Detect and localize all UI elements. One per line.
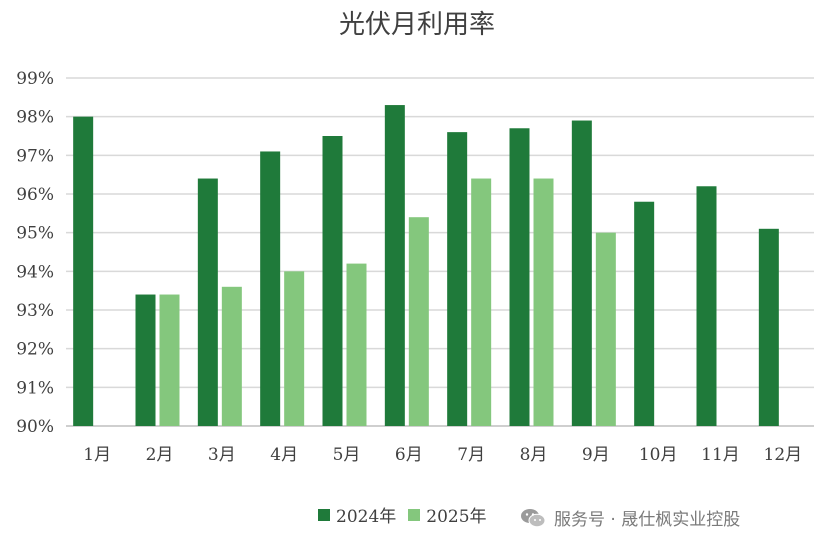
x-tick-label: 6月 — [395, 445, 423, 465]
x-tick-label: 11月 — [701, 445, 740, 465]
bars — [73, 105, 779, 427]
bar-2024年-4月 — [260, 151, 281, 426]
y-tick-label: 97% — [16, 146, 54, 166]
x-tick-label: 10月 — [639, 445, 678, 465]
bar-2025年-6月 — [408, 217, 429, 426]
x-axis-ticks: 1月 2月 3月 4月 5月 6月 7月 8月 9月 10月 11月 12月 — [83, 445, 802, 465]
y-axis-ticks: 90% 91% 92% 93% 94% 95% 96% 97% 98% 99% — [16, 69, 54, 437]
x-tick-label: 5月 — [333, 445, 361, 465]
y-tick-label: 95% — [16, 224, 54, 244]
legend: 2024年 2025年 — [318, 502, 499, 527]
x-tick-label: 2月 — [146, 445, 174, 465]
bar-2024年-5月 — [322, 136, 343, 426]
x-tick-label: 3月 — [208, 445, 236, 465]
bar-2024年-11月 — [696, 186, 717, 426]
y-tick-label: 98% — [16, 108, 54, 128]
grid-lines — [66, 77, 814, 427]
bar-2024年-1月 — [73, 116, 94, 427]
chart-title: 光伏月利用率 — [338, 10, 495, 40]
bar-2024年-10月 — [634, 201, 655, 426]
x-tick-label: 12月 — [764, 445, 803, 465]
legend-item-2024: 2024年 — [318, 502, 396, 527]
bar-2025年-8月 — [533, 178, 554, 426]
y-tick-label: 91% — [16, 378, 54, 398]
bar-2024年-8月 — [509, 128, 530, 426]
y-tick-label: 92% — [16, 340, 54, 360]
bar-2025年-3月 — [221, 286, 242, 426]
watermark-text: 服务号 · 晟仕枫实业控股 — [554, 510, 741, 530]
bar-2024年-6月 — [384, 105, 405, 427]
y-tick-label: 93% — [16, 301, 54, 321]
bar-2025年-9月 — [595, 232, 616, 426]
y-tick-label: 99% — [16, 69, 54, 89]
bar-2024年-3月 — [197, 178, 218, 426]
legend-label-2025: 2025年 — [426, 507, 487, 527]
bar-2024年-2月 — [135, 294, 156, 426]
bar-2024年-12月 — [758, 228, 779, 426]
wechat-icon — [521, 508, 546, 527]
x-tick-label: 1月 — [83, 445, 111, 465]
bar-2024年-7月 — [447, 132, 468, 426]
x-tick-label: 8月 — [520, 445, 548, 465]
legend-label-2024: 2024年 — [336, 507, 397, 527]
x-tick-label: 7月 — [457, 445, 485, 465]
x-tick-label: 9月 — [582, 445, 610, 465]
y-tick-label: 96% — [16, 185, 54, 205]
bar-2025年-4月 — [284, 271, 305, 426]
x-tick-label: 4月 — [270, 445, 298, 465]
bar-2025年-7月 — [471, 178, 492, 426]
legend-swatch-2025 — [408, 508, 421, 521]
bar-2025年-2月 — [159, 294, 180, 426]
y-tick-label: 90% — [16, 417, 54, 437]
watermark: 服务号 · 晟仕枫实业控股 — [520, 505, 740, 530]
legend-swatch-2024 — [318, 508, 330, 521]
y-tick-label: 94% — [16, 262, 54, 282]
bar-2025年-5月 — [346, 263, 367, 426]
bar-2024年-9月 — [571, 120, 592, 427]
legend-item-2025: 2025年 — [408, 502, 487, 527]
